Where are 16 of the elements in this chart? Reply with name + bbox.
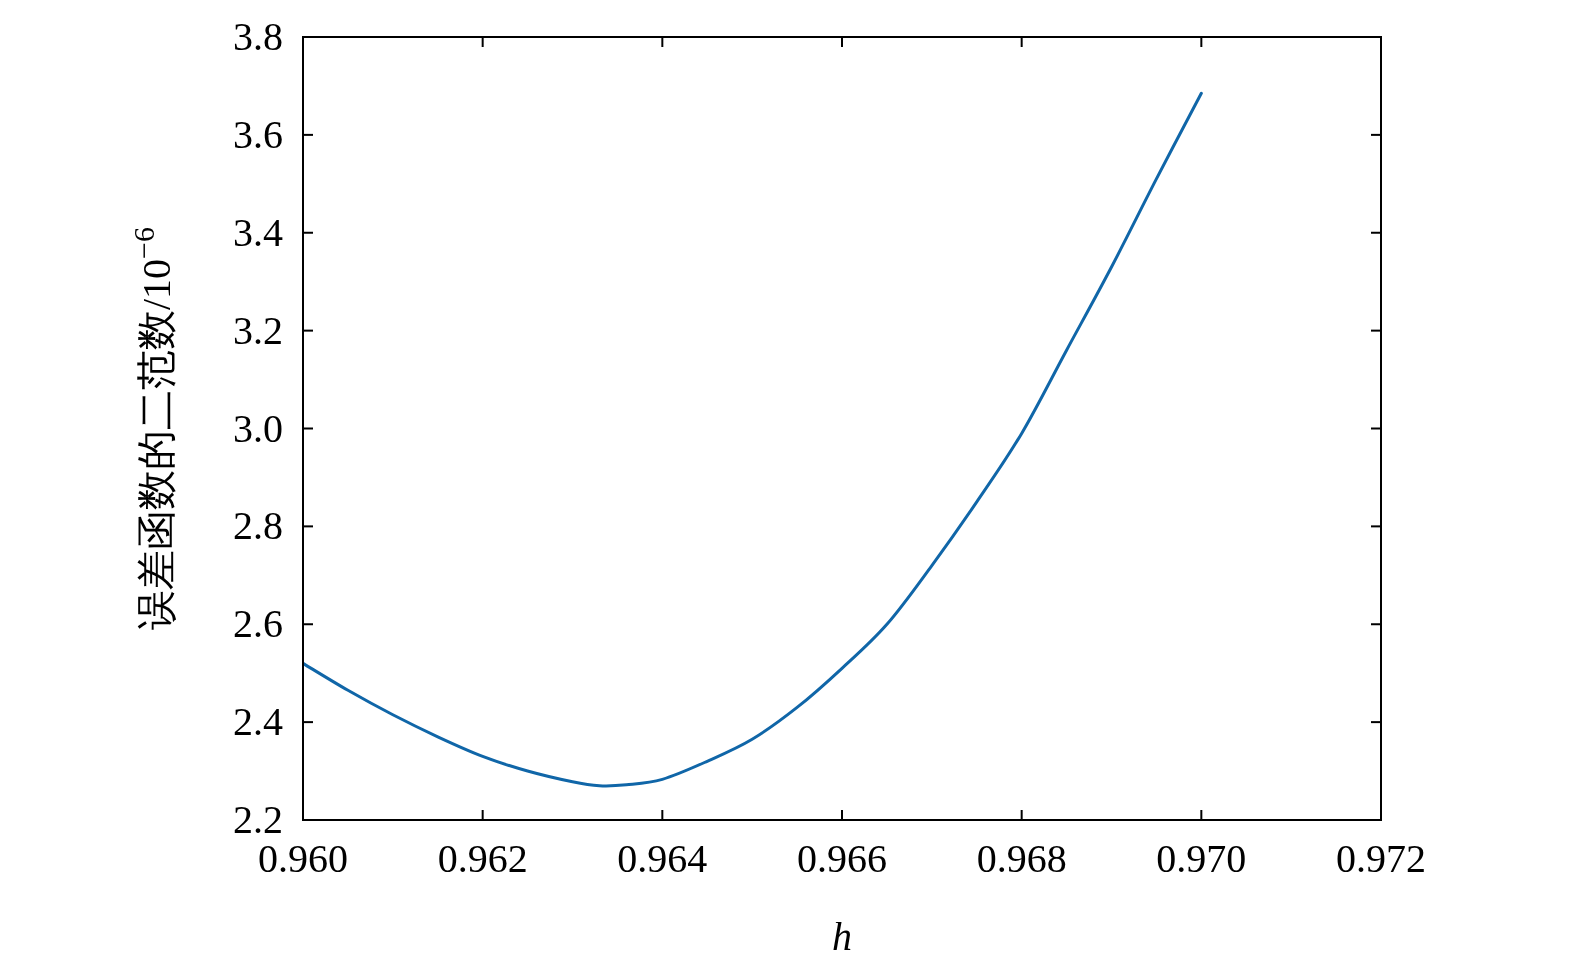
- y-tick-label: 3.8: [233, 14, 283, 59]
- y-tick-label: 3.0: [233, 405, 283, 451]
- x-tick-label: 0.972: [1336, 836, 1426, 881]
- x-tick-label: 0.962: [437, 836, 528, 881]
- x-axis-title: h: [832, 914, 852, 959]
- line-series: [303, 91, 1203, 788]
- x-tick-label: 0.968: [976, 836, 1067, 881]
- y-tick-label: 3.6: [233, 111, 283, 157]
- y-tick-label: 3.4: [233, 209, 283, 255]
- x-tick-label: 0.966: [797, 836, 887, 881]
- y-tick-label: 2.4: [233, 699, 283, 745]
- x-tick-label: 0.970: [1156, 836, 1247, 881]
- y-tick-label: 2.6: [233, 601, 283, 647]
- y-tick-label: 3.2: [233, 307, 283, 353]
- x-tick-label: 0.964: [617, 836, 708, 881]
- y-tick-label: 2.8: [233, 503, 283, 549]
